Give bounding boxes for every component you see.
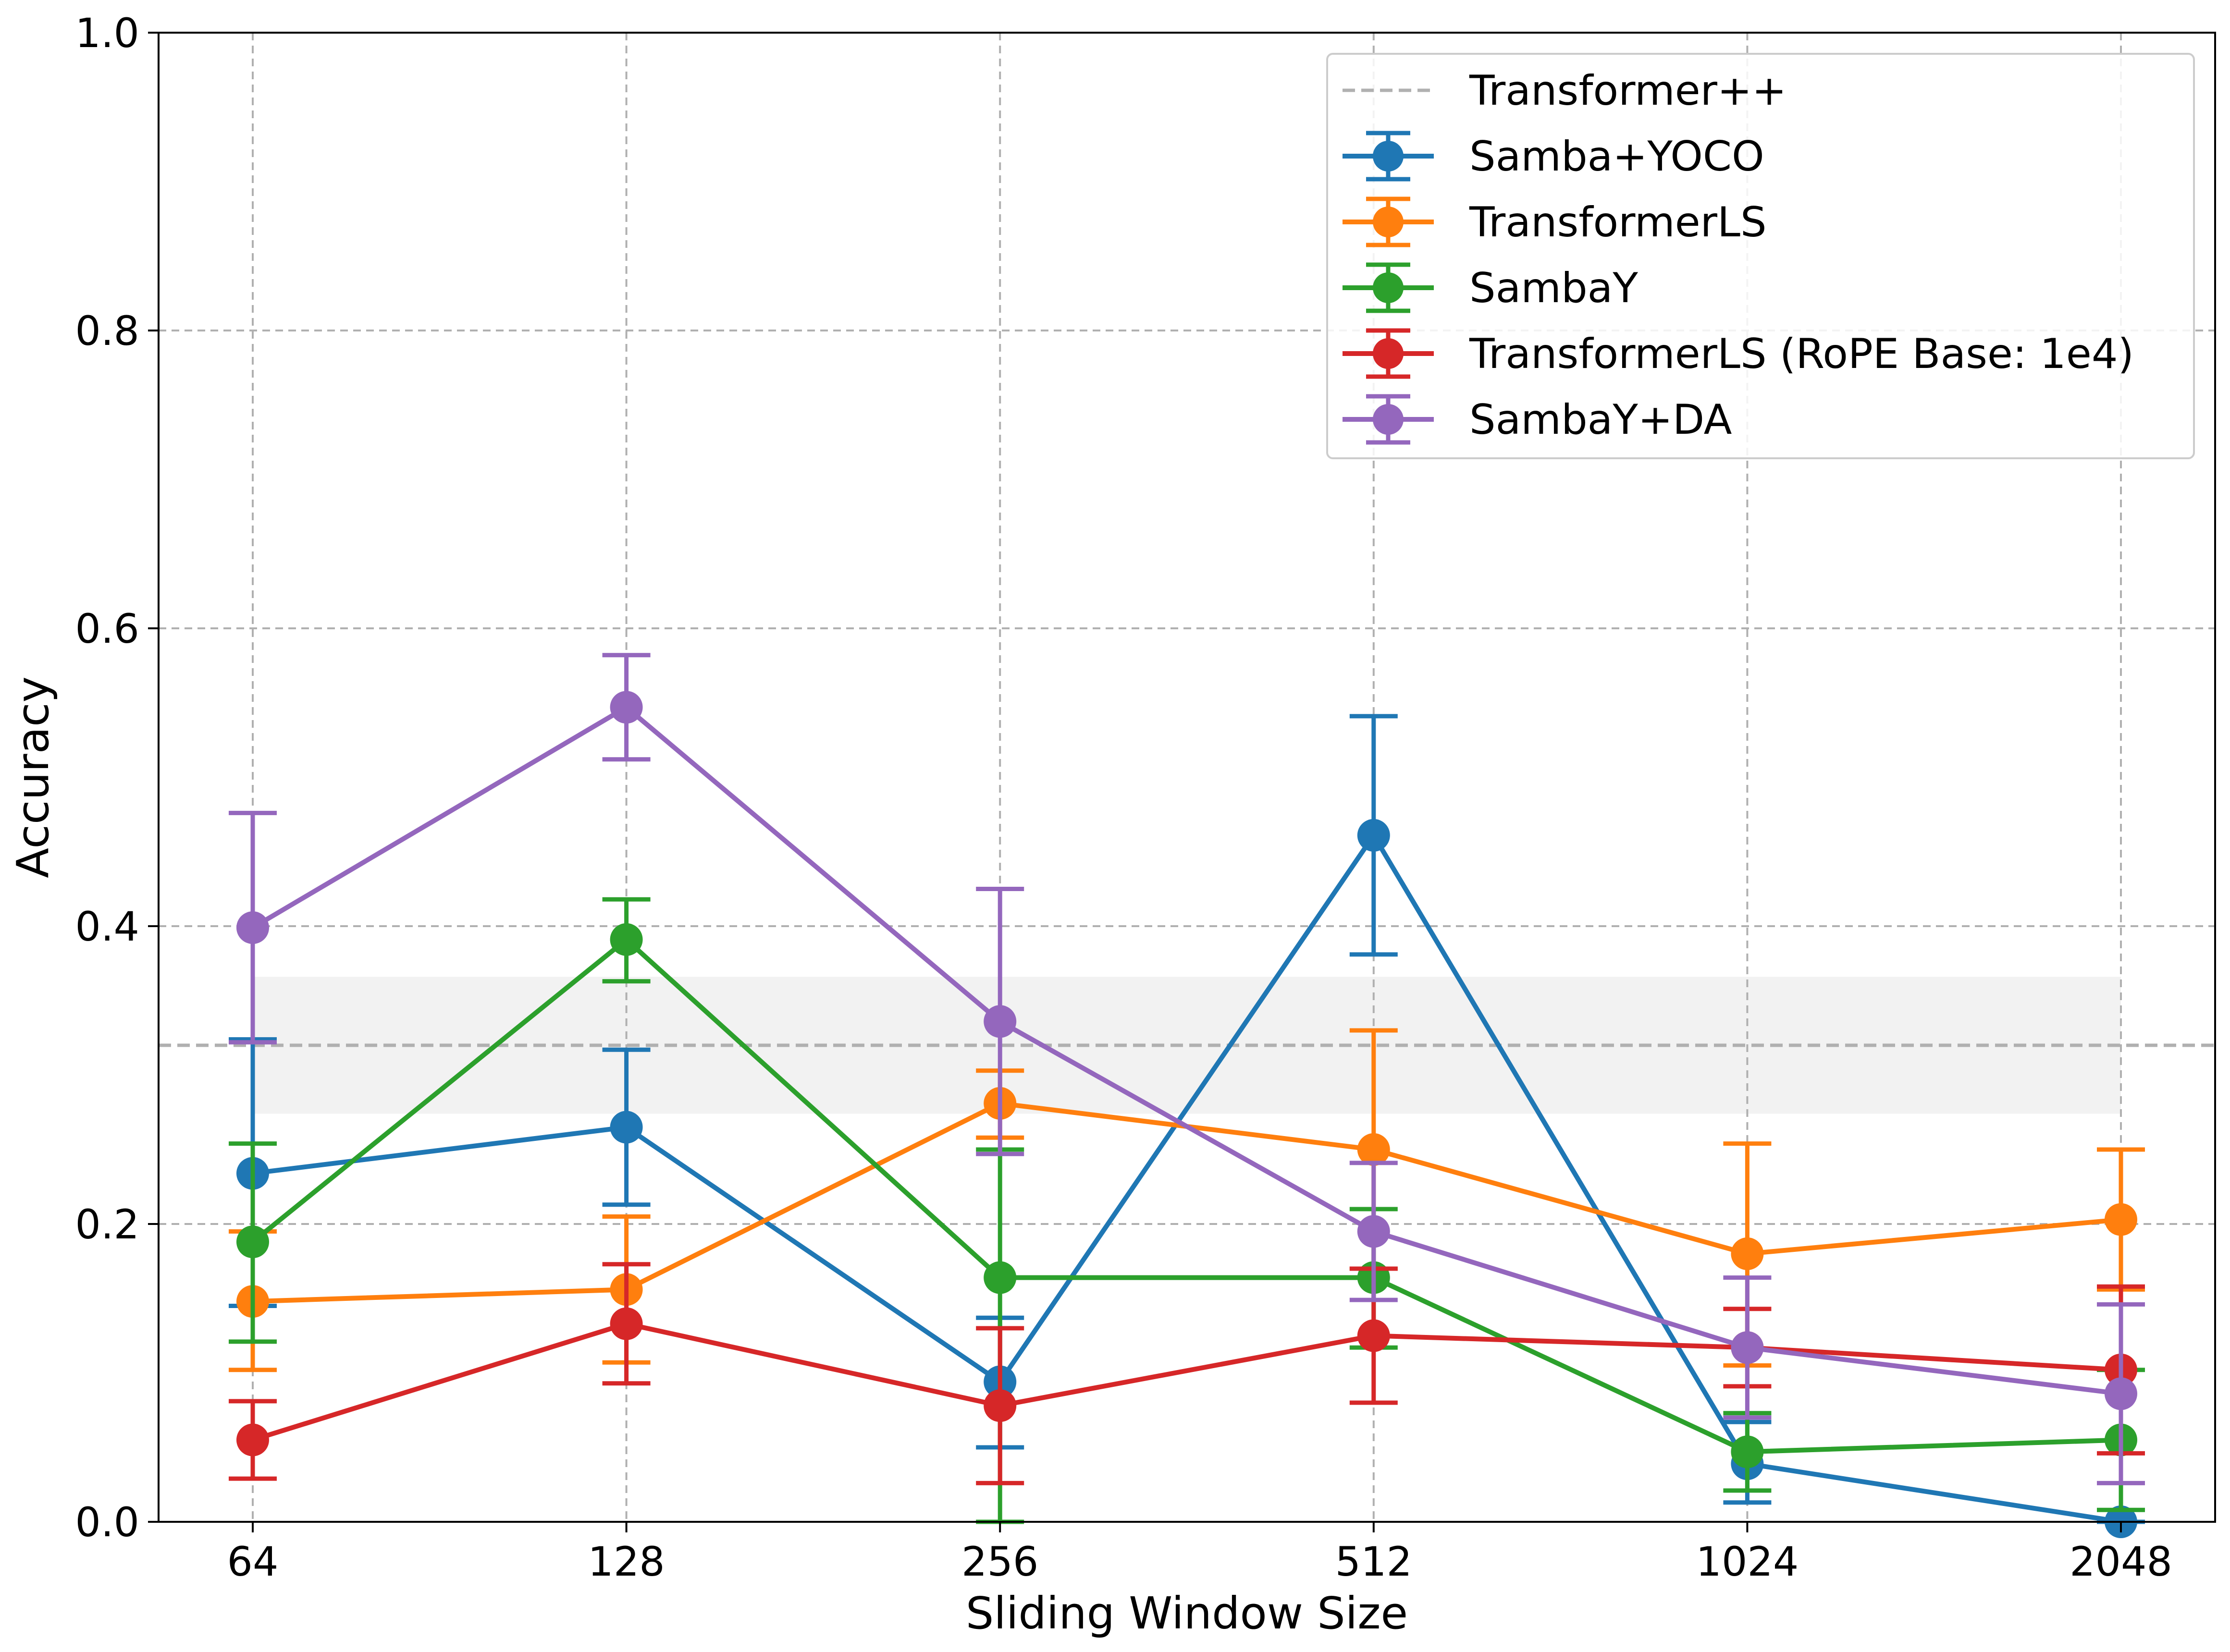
- legend-label: Samba+YOCO: [1469, 133, 1764, 181]
- x-tick-label: 256: [961, 1538, 1038, 1585]
- ticks-layer: 64 128 256 512 1024 2048 0.0 0.2 0.4 0.6 0.8 1.0: [75, 10, 2172, 1585]
- x-tick-label: 1024: [1696, 1538, 1799, 1585]
- y-tick-label: 0.8: [75, 307, 139, 355]
- data-point: [1357, 1319, 1390, 1352]
- x-axis-label: Sliding Window Size: [966, 1588, 1408, 1639]
- data-point: [984, 1389, 1017, 1422]
- y-tick-label: 0.6: [75, 605, 139, 652]
- y-tick-label: 0.4: [75, 903, 139, 950]
- series-3: [229, 1262, 2145, 1485]
- data-point: [610, 1111, 643, 1144]
- data-point: [984, 1005, 1017, 1038]
- data-point: [236, 1225, 269, 1259]
- baseline-band-layer: [253, 977, 2121, 1114]
- y-axis-label: Accuracy: [7, 676, 59, 878]
- x-tick-label: 512: [1335, 1538, 1412, 1585]
- legend-label: TransformerLS (RoPE Base: 1e4): [1469, 330, 2134, 378]
- x-tick-label: 64: [227, 1538, 279, 1585]
- series-line: [251, 705, 2121, 1396]
- series-line: [252, 832, 2121, 1524]
- legend-label: SambaY: [1469, 264, 1638, 312]
- data-point: [1357, 1215, 1390, 1248]
- legend-box: [1326, 53, 2195, 459]
- legend-handle-marker: [1373, 404, 1404, 435]
- legend-label: SambaY+DA: [1469, 396, 1732, 444]
- legend-handle-marker: [1373, 141, 1404, 171]
- x-tick-label: 128: [588, 1538, 665, 1585]
- series-layer: [229, 653, 2145, 1538]
- y-tick-label: 0.0: [75, 1499, 139, 1546]
- data-point: [236, 911, 269, 944]
- series-4: [229, 653, 2145, 1485]
- data-point: [610, 923, 643, 956]
- data-point: [2105, 1203, 2137, 1236]
- data-point: [1357, 1133, 1390, 1166]
- data-point: [236, 1423, 269, 1456]
- plot-frame: [158, 32, 2216, 1523]
- data-point: [610, 1307, 643, 1340]
- legend-label-baseline: Transformer++: [1469, 67, 1786, 115]
- data-point: [1731, 1435, 1764, 1468]
- y-tick-label: 1.0: [75, 10, 139, 57]
- series-line: [252, 1321, 2121, 1443]
- legend: Transformer++ Samba+YOCO TransformerLS Samb…: [1326, 53, 2195, 459]
- data-point: [984, 1261, 1017, 1294]
- legend-label: TransformerLS: [1469, 198, 1767, 246]
- x-tick-label: 2048: [2070, 1538, 2172, 1585]
- data-point: [2105, 1377, 2137, 1410]
- data-point: [1357, 819, 1390, 852]
- baseline-band: [253, 977, 2121, 1114]
- data-point: [610, 691, 643, 724]
- legend-handle-marker: [1373, 338, 1404, 369]
- y-tick-label: 0.2: [75, 1201, 139, 1248]
- data-point: [1731, 1237, 1764, 1270]
- legend-handle-marker: [1373, 207, 1404, 237]
- legend-handle-marker: [1373, 272, 1404, 303]
- series-line: [251, 937, 2121, 1455]
- data-point: [1731, 1331, 1764, 1364]
